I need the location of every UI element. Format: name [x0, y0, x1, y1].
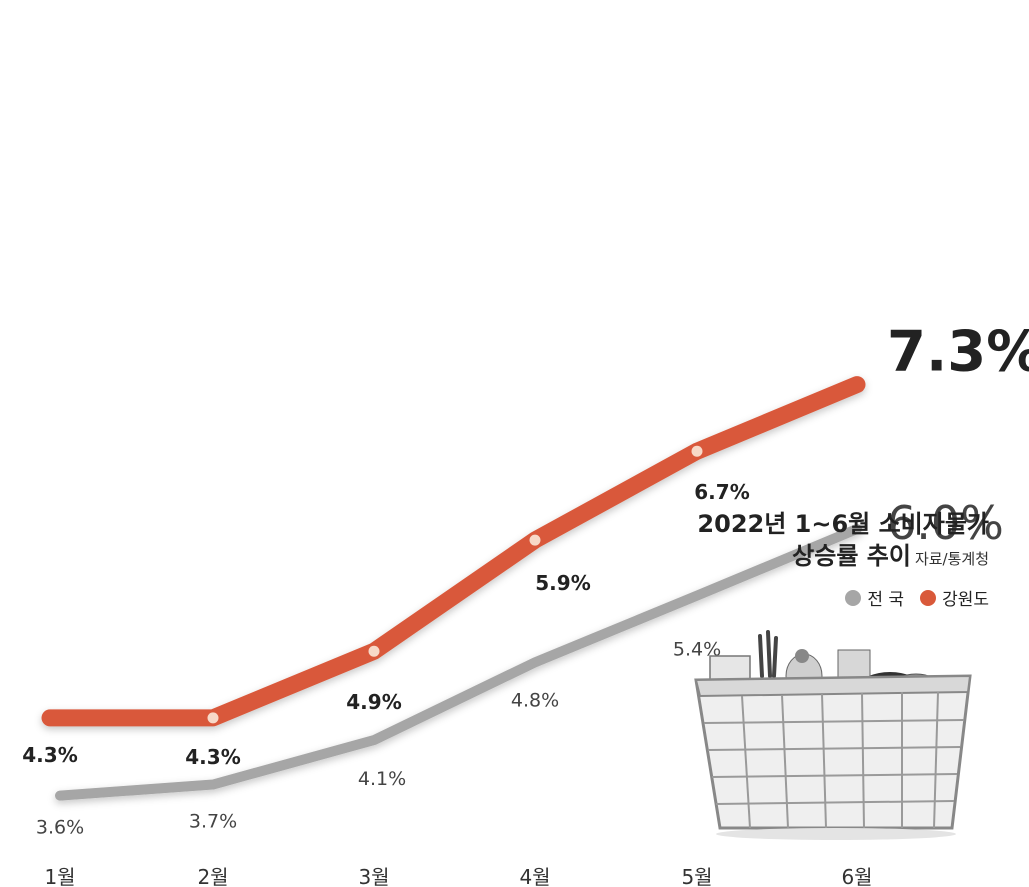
gangwon-point-marker: [368, 645, 380, 657]
legend-gangwon-label: 강원도: [942, 590, 989, 610]
legend-row: 전 국 강원도: [697, 585, 989, 610]
national-value-label: 6.0%: [887, 496, 1004, 550]
shopping-basket-illustration: [694, 630, 972, 840]
x-tick-label: 3월: [358, 865, 389, 887]
series-line-gangwon: [41, 376, 866, 727]
x-tick-label: 4월: [519, 865, 550, 887]
gangwon-value-label: 7.3%: [887, 320, 1029, 385]
legend-national-label: 전 국: [867, 590, 905, 610]
national-value-label: 4.1%: [358, 768, 406, 790]
chart-legend: 2022년 1~6월 소비자물가 상승률 추이 자료/통계청 전 국 강원도: [697, 508, 989, 610]
series-line-national: [55, 524, 862, 801]
national-value-label: 5.4%: [673, 639, 721, 661]
chart-title-line1: 2022년 1~6월 소비자물가: [697, 510, 989, 538]
gangwon-value-label: 4.3%: [185, 745, 240, 769]
chart-title-line2: 상승률 추이 자료/통계청: [792, 542, 989, 570]
national-value-label: 4.8%: [511, 689, 559, 711]
x-tick-label: 5월: [681, 865, 712, 887]
x-tick-label: 2월: [197, 865, 228, 887]
x-tick-label: 6월: [841, 865, 872, 887]
gangwon-point-marker: [529, 534, 541, 546]
source-note: 자료/통계청: [914, 550, 989, 568]
national-value-label: 3.6%: [36, 817, 84, 839]
legend-gangwon-marker: [920, 589, 937, 606]
gangwon-value-label: 4.9%: [346, 690, 401, 714]
gangwon-value-label: 4.3%: [22, 743, 77, 767]
gangwon-point-marker: [691, 445, 703, 457]
gangwon-value-label: 6.7%: [694, 480, 749, 504]
x-tick-label: 1월: [44, 865, 75, 887]
gangwon-value-label: 5.9%: [535, 571, 590, 595]
national-value-label: 3.7%: [189, 811, 237, 833]
gangwon-point-marker: [207, 712, 219, 724]
legend-national-marker: [845, 589, 862, 606]
